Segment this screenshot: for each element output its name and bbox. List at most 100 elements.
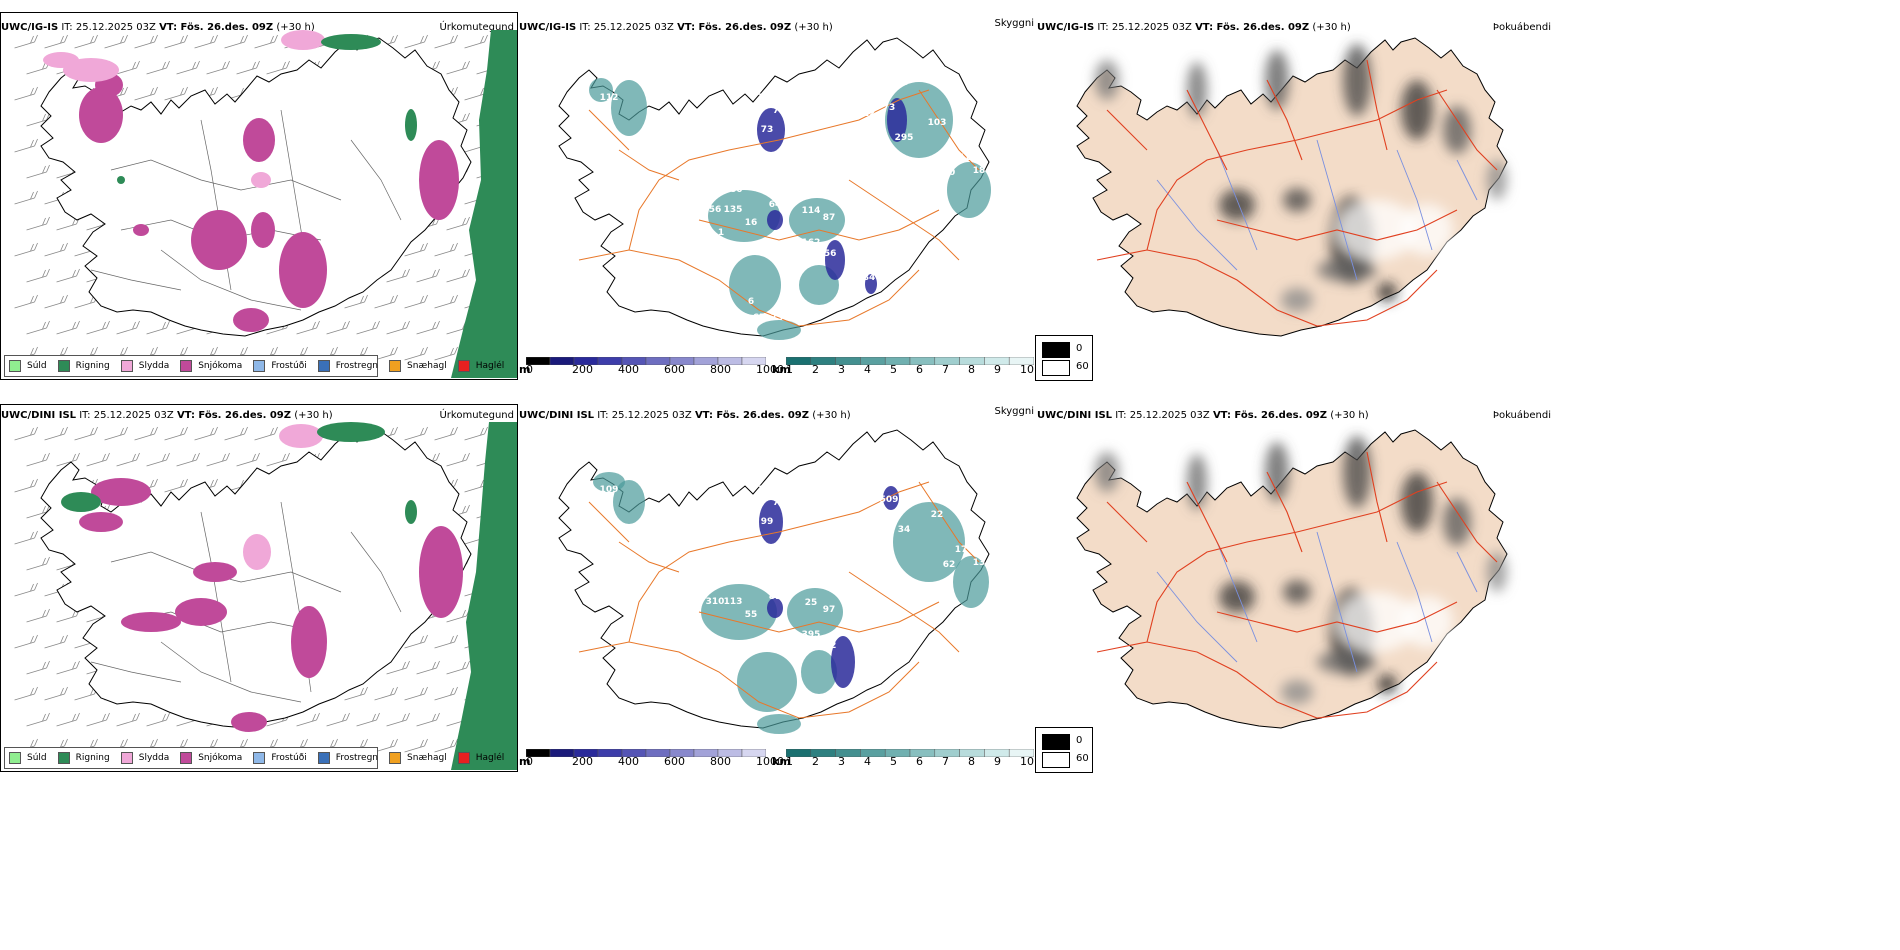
ceiling-label: 25 <box>805 598 818 608</box>
colorbar-tick: 8 <box>968 363 975 376</box>
rain-band <box>451 30 517 378</box>
lead-time: (+30 h) <box>276 22 315 33</box>
ceiling-colorbar <box>526 357 766 365</box>
ceiling-label: 141 <box>952 153 971 163</box>
legend-item: Haglél <box>457 752 504 764</box>
ceiling-label: 78 <box>773 106 786 116</box>
lead-time: (+30 h) <box>1330 410 1369 421</box>
lead-time: (+30 h) <box>294 410 333 421</box>
precip-map <box>14 422 517 770</box>
legend-swatch <box>180 360 193 372</box>
precip-legend: Súld Rigning Slydda Snjókoma Frostúði Frostre… <box>4 355 504 377</box>
ceiling-label: 55 <box>745 610 758 620</box>
legend-swatch <box>317 360 330 372</box>
fog-map <box>1076 429 1508 729</box>
ceiling-label: 34 <box>898 525 911 535</box>
fog-legend-60: 60 <box>1076 753 1089 764</box>
ceiling-label: 87 <box>673 118 686 128</box>
colorbar-tick: 6 <box>916 755 923 768</box>
colorbar-tick: 800 <box>710 755 731 768</box>
model-name: UWC/DINI ISL <box>1 410 77 421</box>
ceiling-label: 75 <box>771 313 784 323</box>
legend-swatch <box>9 360 21 372</box>
ceiling-label: 62 <box>943 560 956 570</box>
rivers <box>1156 139 1478 281</box>
cloud-title: Skyggni <box>994 406 1034 417</box>
legend-swatch <box>253 752 266 764</box>
rivers <box>1156 531 1478 673</box>
visibility-colorbar <box>786 749 1034 757</box>
colorbar-tick: 7 <box>942 363 949 376</box>
fog-legend-0: 0 <box>1076 343 1083 354</box>
precip-panel-title: UWC/DINI ISL IT: 25.12.2025 03Z VT: Fös.… <box>1 410 333 422</box>
colorbar-tick: 5 <box>890 755 897 768</box>
colorbar-tick: 1 <box>786 363 793 376</box>
ceiling-label: 162 <box>802 238 821 248</box>
precip-title: Úrkomutegund <box>439 22 514 33</box>
colorbar-tick: 1000 <box>756 755 784 768</box>
legend-label: Haglél <box>475 361 505 371</box>
fog-swatch-60 <box>1042 360 1070 376</box>
colorbar-tick: 400 <box>618 755 639 768</box>
lead-time: (+30 h) <box>1312 22 1351 33</box>
precip-title: Úrkomutegund <box>439 410 514 421</box>
ceiling-unit: m <box>519 755 531 768</box>
legend-swatch <box>9 752 21 764</box>
visibility-unit: km <box>772 363 791 376</box>
legend-swatch <box>180 752 193 764</box>
ceiling-label: 80 <box>943 168 956 178</box>
fog-areas <box>1095 44 1507 312</box>
model-name: UWC/IG-IS <box>1 22 59 33</box>
ceiling-label: 509 <box>880 495 899 505</box>
legend-item: Frostregn <box>317 360 378 372</box>
legend-label: Slydda <box>138 753 170 763</box>
roads <box>578 89 980 327</box>
ceiling-label: 56 <box>709 205 722 215</box>
ceiling-label: 97 <box>823 605 836 615</box>
ceiling-label: 73 <box>761 125 774 135</box>
colorbar-tick: 2 <box>812 363 819 376</box>
ceiling-label: 310 <box>706 597 725 607</box>
fog-panel-title: UWC/IG-IS IT: 25.12.2025 03Z VT: Fös. 26… <box>1037 22 1351 34</box>
model-name: UWC/DINI ISL <box>519 410 595 421</box>
cloud-panel-title: UWC/DINI ISL IT: 25.12.2025 03Z VT: Fös.… <box>519 410 851 422</box>
colorbar-tick: 8 <box>968 755 975 768</box>
fog-areas <box>1095 436 1507 704</box>
colorbar-tick: 800 <box>710 363 731 376</box>
legend-swatch <box>457 360 470 372</box>
fog-legend-60: 60 <box>1076 361 1089 372</box>
colorbar-segment <box>884 357 911 365</box>
valid-time: VT: Fös. 26.des. 09Z <box>1195 22 1310 33</box>
issue-time: IT: 25.12.2025 03Z <box>579 22 674 33</box>
fog-swatch-60 <box>1042 752 1070 768</box>
colorbar-tick: 3 <box>838 363 845 376</box>
ceiling-label: 73 <box>883 103 896 113</box>
fog-swatch-0 <box>1042 342 1070 358</box>
legend-item: Frostregn <box>317 752 378 764</box>
ceiling-label: 114 <box>802 206 821 216</box>
fog-map <box>1076 37 1508 337</box>
visibility-unit: km <box>772 755 791 768</box>
ceiling-label: 93 <box>613 459 626 469</box>
ceiling-label: 6 <box>748 297 754 307</box>
colorbar-tick: 4 <box>864 755 871 768</box>
lead-time: (+30 h) <box>794 22 833 33</box>
legend-label: Frostúði <box>271 361 307 371</box>
ceiling-label: 18 <box>973 166 986 176</box>
ceiling-unit: m <box>519 363 531 376</box>
precip-legend: Súld Rigning Slydda Snjókoma Frostúði Frostre… <box>4 747 504 769</box>
ceiling-label: 111 <box>780 151 799 161</box>
ceiling-label: 6 <box>896 470 902 480</box>
legend-label: Rigning <box>75 361 110 371</box>
roads <box>578 481 980 719</box>
legend-item: Slydda <box>120 752 170 764</box>
ceiling-label: 10 <box>758 485 771 495</box>
ceiling-label: 89 <box>769 592 782 602</box>
colorbar-tick: 0 <box>526 755 533 768</box>
ceiling-label: 87 <box>823 213 836 223</box>
colorbar-tick: 6 <box>916 363 923 376</box>
colorbar-tick: 200 <box>572 755 593 768</box>
precip-areas <box>61 422 463 732</box>
